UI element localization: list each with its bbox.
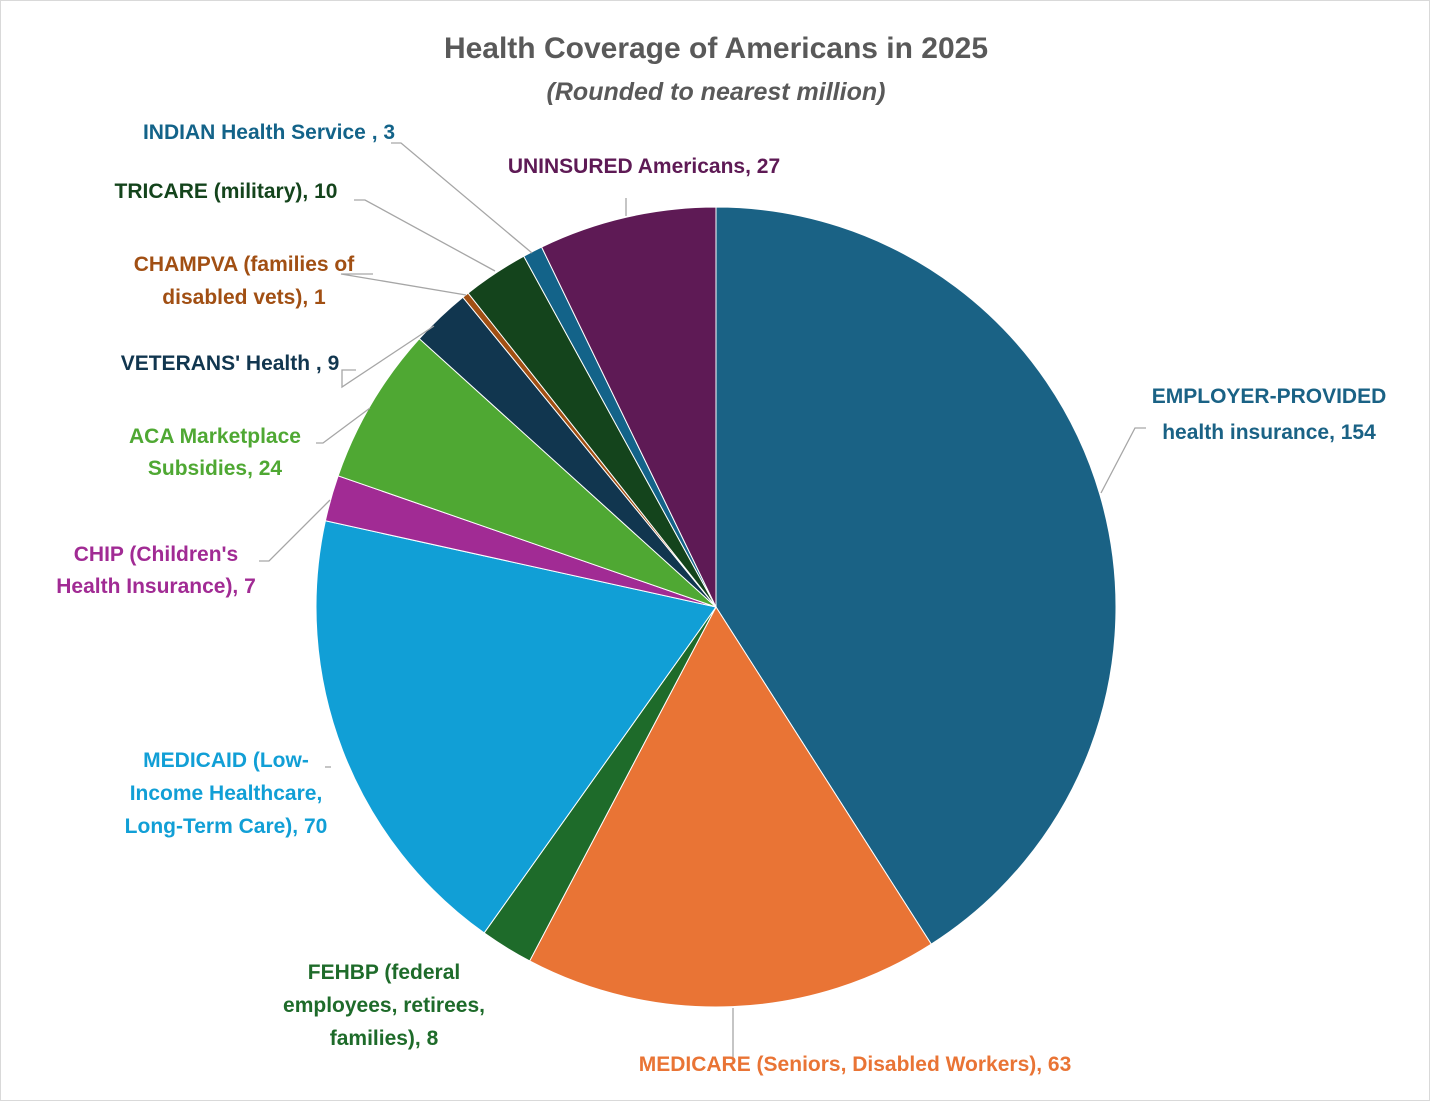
- leader-line-aca-marketplace-subsidies: [316, 407, 371, 444]
- data-label-aca-marketplace-subsidies: ACA Marketplace Subsidies, 24: [129, 425, 301, 480]
- data-label-employer-provided-health-insurance: EMPLOYER-PROVIDED health insurance, 154: [1152, 385, 1387, 444]
- chart-title: Health Coverage of Americans in 2025: [444, 32, 988, 65]
- data-label-medicaid-low-income-healthcare-long-term-care: MEDICAID (Low-Income Healthcare, Long-Ter…: [125, 749, 328, 838]
- data-label-tricare-military: TRICARE (military), 10: [115, 180, 338, 203]
- data-label-uninsured-americans: UNINSURED Americans, 27: [508, 155, 780, 178]
- data-label-indian-health-service: INDIAN Health Service , 3: [143, 121, 395, 144]
- data-label-fehbp-federal-employees-retirees-families: FEHBP (federal employees, retirees, famili…: [283, 961, 485, 1050]
- leader-line-chip-children-s-health-insurance: [259, 499, 331, 562]
- chart-subtitle: (Rounded to nearest million): [547, 78, 886, 106]
- pie-slice-aca-marketplace-subsidies: [337, 337, 717, 608]
- pie-slice-medicaid-low-income-healthcare-long-term-care: [315, 520, 717, 934]
- pie-slice-employer-provided-health-insurance: [715, 206, 1117, 945]
- pie-slice-uninsured-americans: [540, 206, 717, 608]
- data-label-veterans-health: VETERANS' Health , 9: [121, 352, 340, 375]
- leader-line-champva-families-of-disabled-vets: [340, 273, 467, 296]
- data-label-chip-children-s-health-insurance: CHIP (Children's Health Insurance), 7: [56, 543, 256, 598]
- data-label-medicare-seniors-disabled-workers: MEDICARE (Seniors, Disabled Workers), 63: [639, 1053, 1072, 1076]
- leader-line-employer-provided-health-insurance: [1100, 427, 1146, 494]
- pie-slice-medicare-seniors-disabled-workers: [528, 606, 932, 1008]
- leader-line-veterans-health: [341, 325, 435, 389]
- leader-line-tricare-military: [354, 199, 496, 272]
- data-label-champva-families-of-disabled-vets: CHAMPVA (families of disabled vets), 1: [134, 253, 356, 309]
- leader-line-indian-health-service: [391, 142, 533, 254]
